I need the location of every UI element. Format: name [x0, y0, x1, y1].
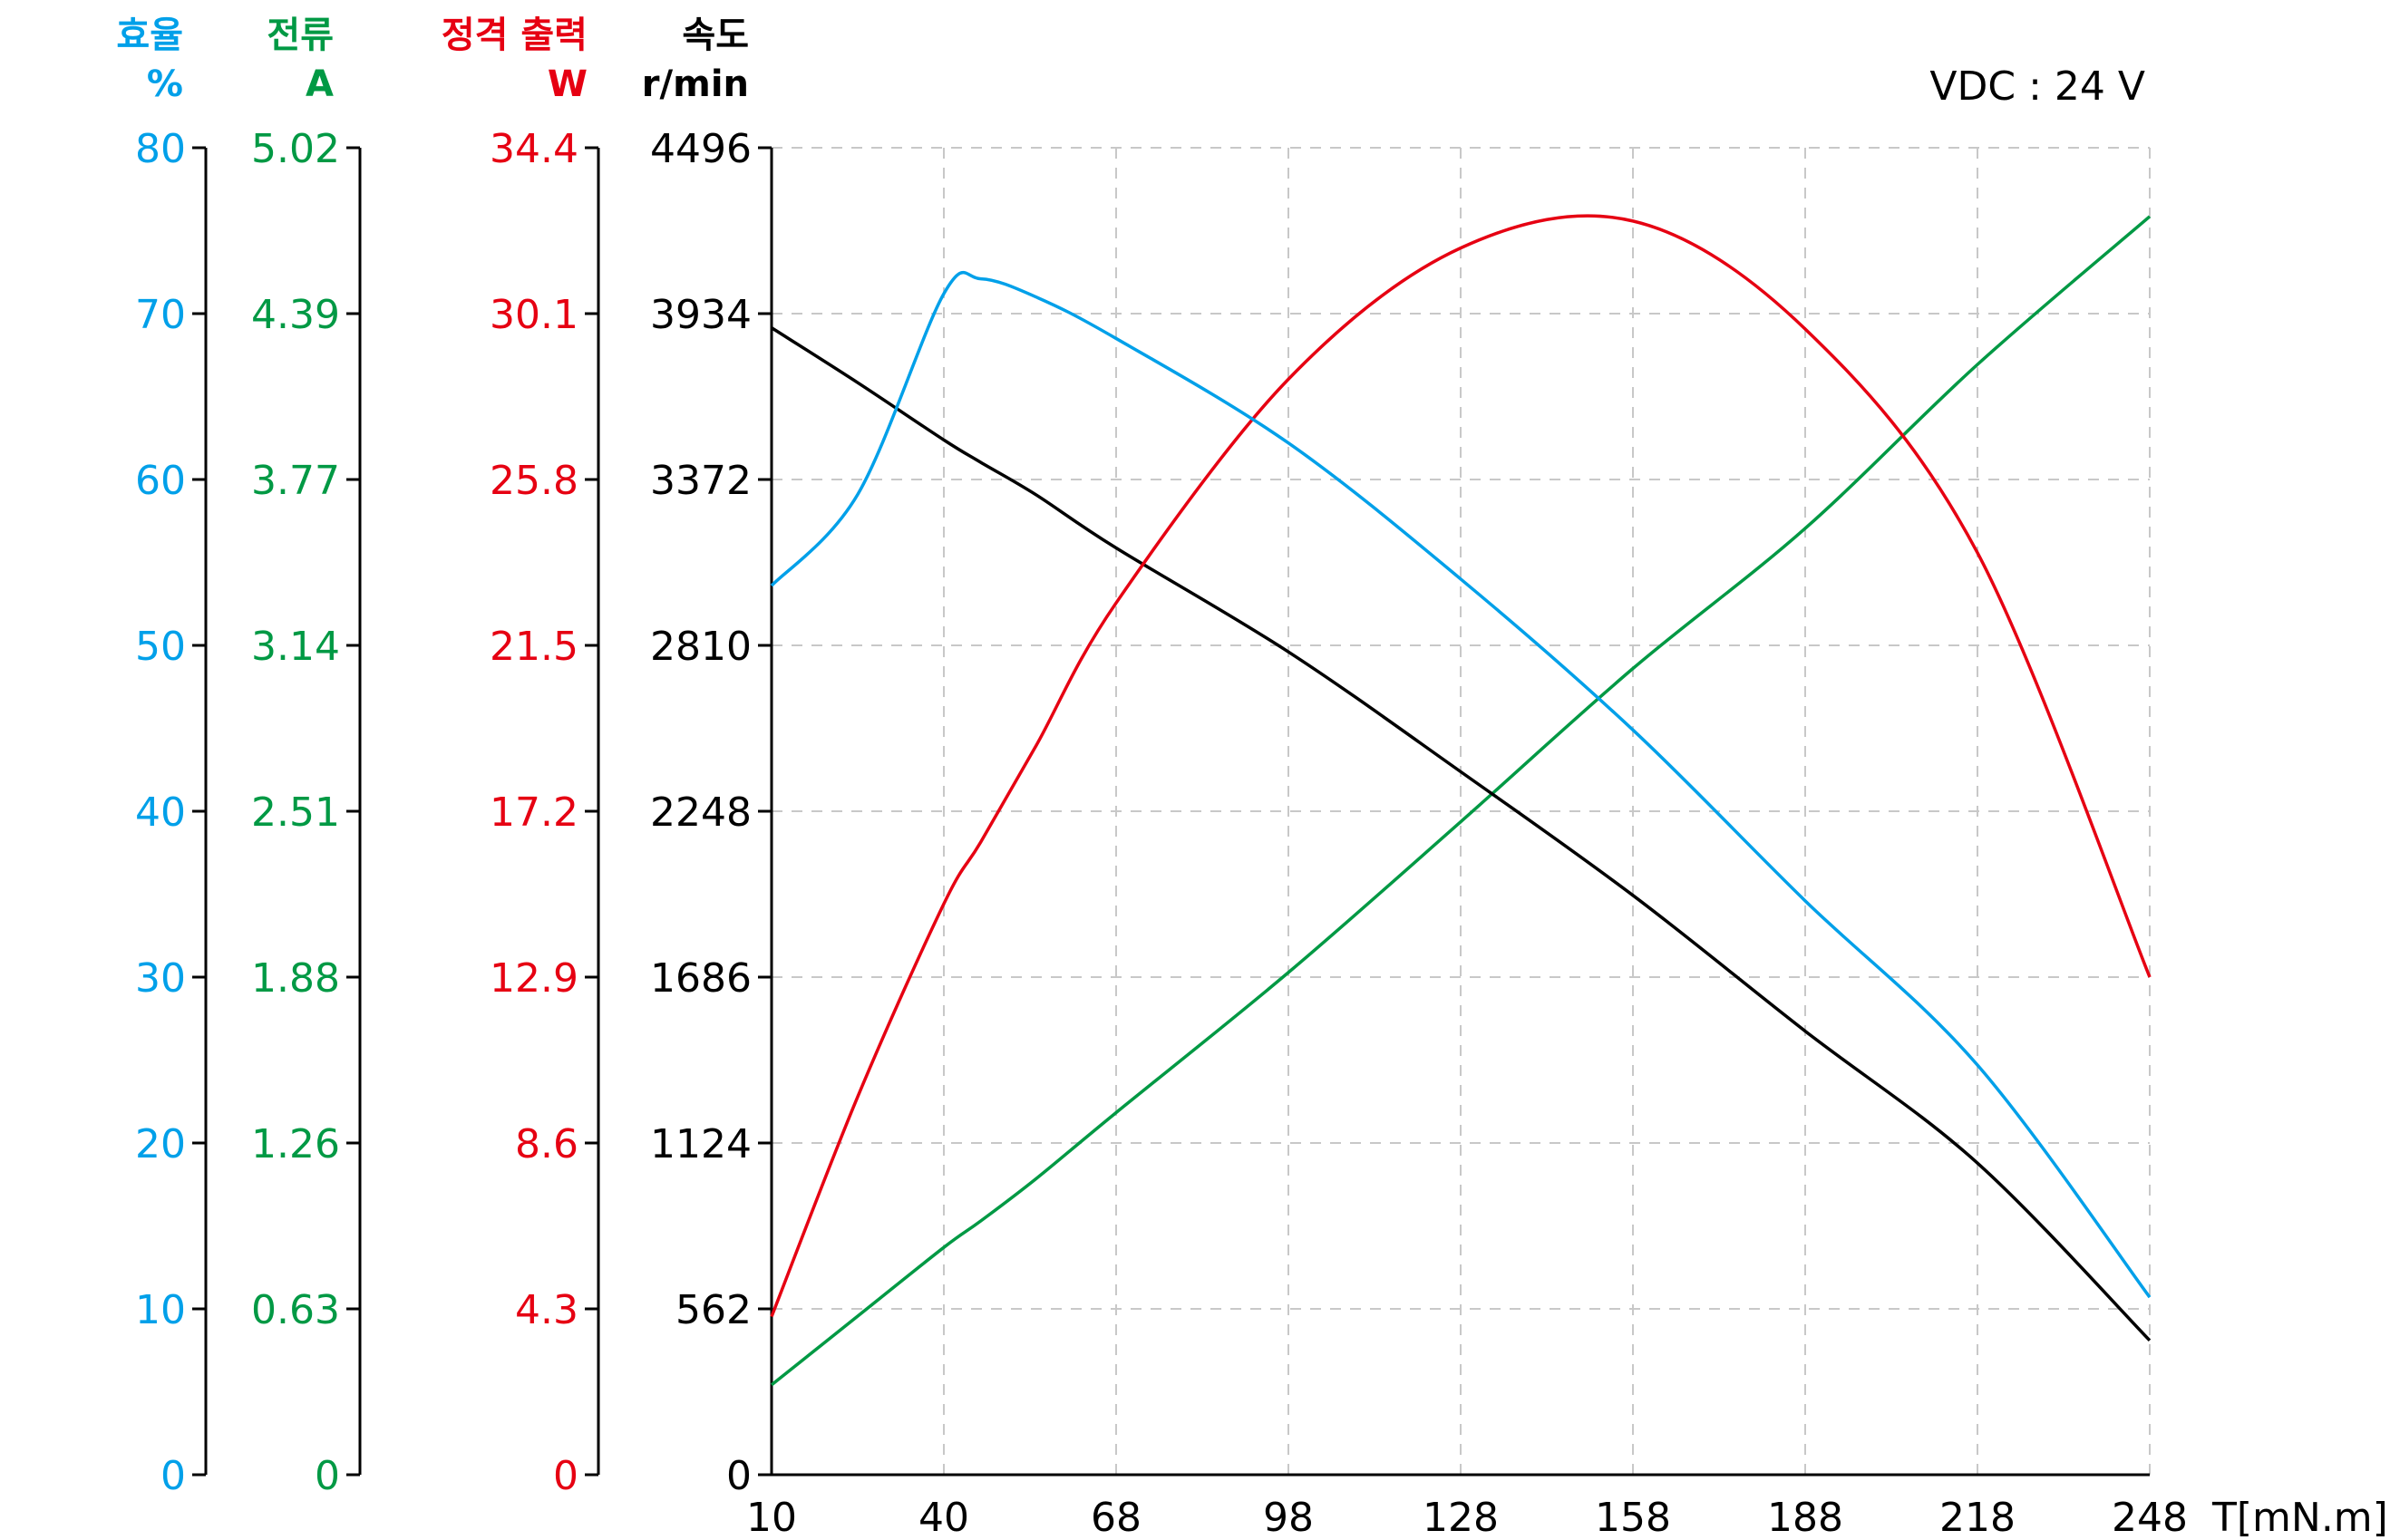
- axis-unit-speed: r/min: [642, 63, 749, 105]
- x-tick-label: 68: [1091, 1495, 1142, 1536]
- x-tick-label: 98: [1263, 1495, 1314, 1536]
- tick-label: 2810: [650, 624, 752, 670]
- tick-label: 4.39: [251, 292, 340, 338]
- x-tick-label: 218: [1939, 1495, 2016, 1536]
- tick-label: 4.3: [515, 1287, 578, 1333]
- y-axis-current: 0 0.63 1.26 1.88 2.51 3.14 3.77 4.39 5.02 전류 A: [251, 15, 362, 1499]
- axis-title-speed: 속도: [682, 15, 749, 56]
- tick-label: 34.4: [490, 126, 578, 172]
- y-axis-efficiency: 0 10 20 30 40 50 60 70 80 효율%: [116, 15, 208, 1499]
- series-line-3: [771, 326, 2152, 1342]
- tick-label: 3.77: [251, 458, 340, 504]
- y-axis-power: 0 4.3 8.6 12.9 17.2 21.5 25.8 30.1 34.4 정격 출력 W: [442, 15, 600, 1499]
- tick-label: 8.6: [515, 1121, 578, 1167]
- grid-lines: [772, 147, 2151, 1475]
- y-axis-speed: 0 562 1124 1686 2248 2810 3372 3934 4496 속도 r/min: [642, 15, 773, 1499]
- x-tick-label: 188: [1767, 1495, 1843, 1536]
- tick-label: 0: [160, 1453, 186, 1499]
- tick-label: 0: [726, 1453, 752, 1499]
- axis-unit-efficiency: %: [147, 63, 183, 105]
- series-line-1: [770, 215, 2152, 1387]
- tick-label: 80: [135, 126, 186, 172]
- tick-label: 2.51: [251, 789, 340, 836]
- tick-label: 3372: [650, 458, 752, 504]
- axis-unit-current: A: [306, 63, 334, 105]
- tick-label: 2248: [650, 789, 752, 836]
- tick-label: 25.8: [490, 458, 578, 504]
- tick-label: 60: [135, 458, 186, 504]
- tick-label: 1.88: [251, 955, 340, 1002]
- tick-label: 17.2: [490, 789, 578, 836]
- tick-label: 4496: [650, 126, 752, 172]
- x-tick-label: 10: [746, 1495, 797, 1536]
- x-tick-label: 40: [918, 1495, 969, 1536]
- tick-label: 40: [135, 789, 186, 836]
- tick-label: 3.14: [251, 624, 340, 670]
- tick-label: 562: [675, 1287, 752, 1333]
- x-tick-label: 128: [1423, 1495, 1499, 1536]
- y-axes: 0 10 20 30 40 50 60 70 80 효율% 0 0.63 1.26 1.88 2.51 3.1…: [116, 15, 773, 1499]
- axis-unit-power: W: [548, 63, 588, 105]
- tick-label: 10: [135, 1287, 186, 1333]
- tick-label: 12.9: [490, 955, 578, 1002]
- axis-title-efficiency: 효율: [116, 15, 183, 56]
- tick-label: 0.63: [251, 1287, 340, 1333]
- x-axis-label: T[mN.m]: [2211, 1495, 2388, 1536]
- series-line-2: [770, 214, 2152, 1318]
- x-tick-label: 248: [2112, 1495, 2188, 1536]
- data-series: [770, 214, 2152, 1387]
- tick-label: 0: [553, 1453, 578, 1499]
- tick-label: 1124: [650, 1121, 752, 1167]
- tick-label: 0: [315, 1453, 340, 1499]
- series-line-0: [770, 270, 2152, 1299]
- tick-label: 1686: [650, 955, 752, 1002]
- tick-label: 5.02: [251, 126, 340, 172]
- tick-label: 3934: [650, 292, 752, 338]
- axis-title-current: 전류: [267, 15, 334, 56]
- tick-label: 30: [135, 955, 186, 1002]
- x-tick-label: 158: [1595, 1495, 1671, 1536]
- tick-label: 70: [135, 292, 186, 338]
- axis-title-power: 정격 출력: [442, 15, 588, 56]
- x-axis: 10 40 68 98 128 158 188 218 248 T[mN.m]: [746, 1473, 2388, 1540]
- voltage-annotation: VDC : 24 V: [1929, 63, 2145, 110]
- tick-label: 1.26: [251, 1121, 340, 1167]
- tick-label: 50: [135, 624, 186, 670]
- tick-label: 20: [135, 1121, 186, 1167]
- tick-label: 30.1: [490, 292, 578, 338]
- tick-label: 21.5: [490, 624, 578, 670]
